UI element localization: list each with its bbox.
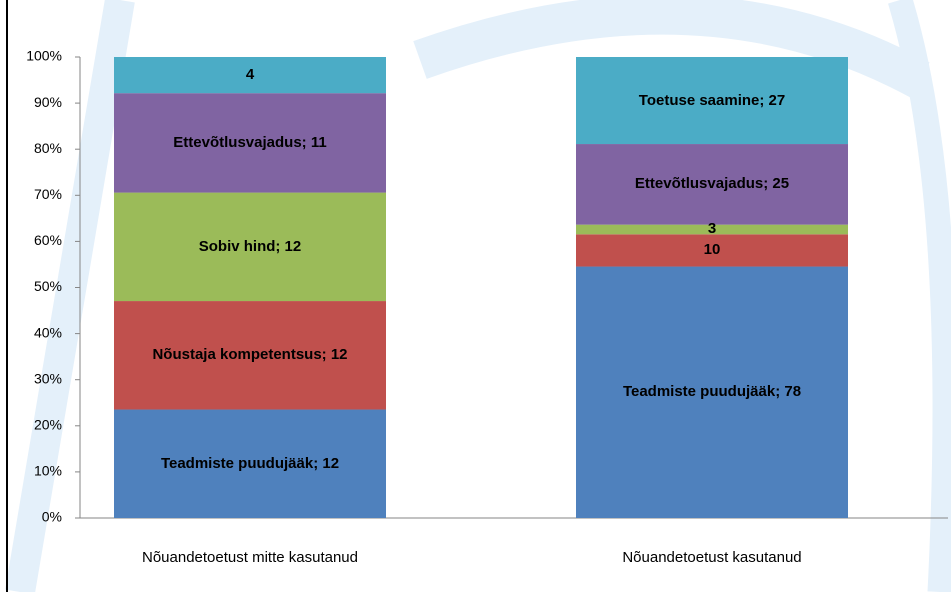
y-tick-label: 20%	[34, 417, 62, 433]
swirl	[413, 0, 930, 98]
y-tick-label: 0%	[42, 509, 62, 525]
bar-segment	[576, 144, 848, 225]
y-tick-label: 80%	[34, 140, 62, 156]
bar-segment	[576, 266, 848, 518]
x-tick-label: Nõuandetoetust kasutanud	[622, 549, 801, 566]
y-tick-label: 40%	[34, 324, 62, 340]
bar-segment	[114, 93, 386, 193]
bar-segment	[576, 224, 848, 235]
background-decoration	[5, 0, 951, 592]
data-label: Ettevõtlusvajadus; 25	[634, 175, 790, 193]
y-tick-label: 100%	[26, 48, 62, 64]
y-tick-label: 90%	[34, 94, 62, 110]
bar-segment	[114, 192, 386, 302]
bar-segment	[114, 301, 386, 410]
y-tick-label: 70%	[34, 186, 62, 202]
data-label: 10	[703, 241, 721, 259]
data-label: Sobiv hind; 12	[198, 237, 302, 255]
y-tick-label: 60%	[34, 232, 62, 248]
x-tick-label: Nõuandetoetust mitte kasutanud	[142, 549, 358, 566]
data-label: Teadmiste puudujääk; 78	[622, 383, 802, 401]
swirl	[5, 0, 135, 592]
swirl	[888, 0, 951, 592]
data-label: 3	[707, 220, 717, 238]
data-label: 4	[245, 66, 255, 84]
data-label: Ettevõtlusvajadus; 11	[173, 133, 327, 151]
y-tick-label: 10%	[34, 463, 62, 479]
data-label: Teadmiste puudujääk; 12	[160, 454, 340, 472]
bar-segment	[114, 57, 386, 94]
y-tick-label: 30%	[34, 370, 62, 386]
data-label: Toetuse saamine; 27	[638, 91, 786, 109]
bar-segment	[576, 234, 848, 267]
bar-segment	[114, 409, 386, 518]
data-label: Nõustaja kompetentsus; 12	[152, 346, 348, 364]
bar-segment	[576, 57, 848, 145]
y-tick-label: 50%	[34, 278, 62, 294]
